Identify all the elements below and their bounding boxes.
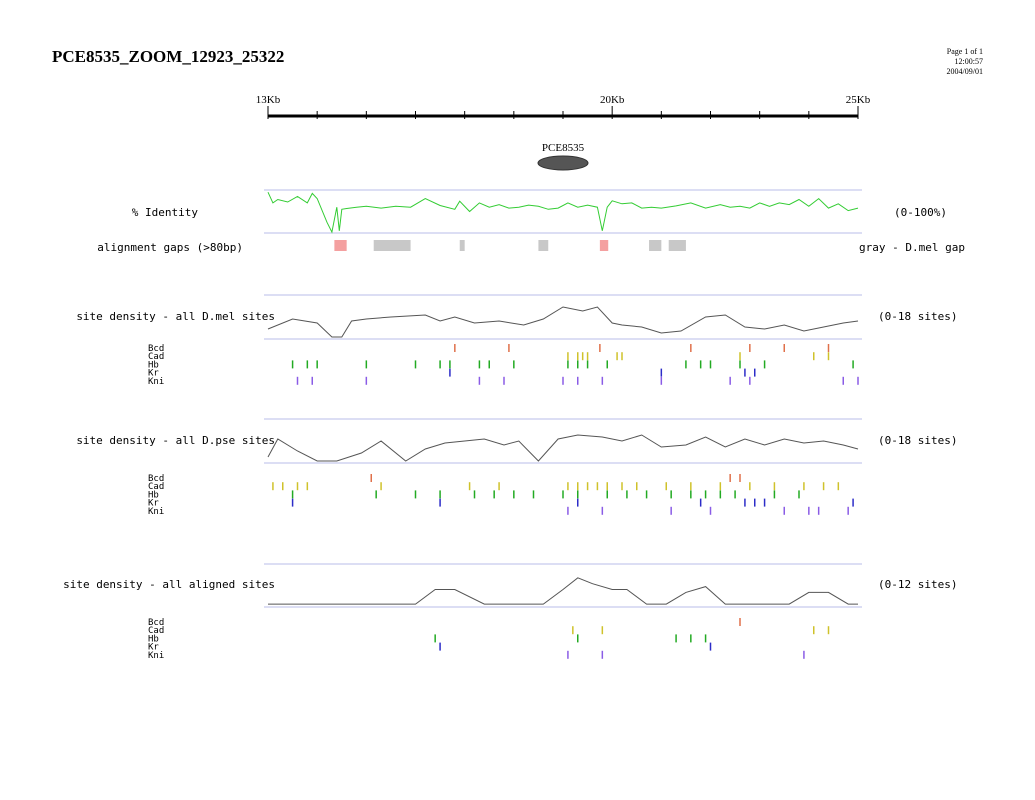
gap-block	[649, 240, 662, 251]
gaps-legend-label: gray - D.mel gap	[859, 241, 965, 254]
identity-track-label: % Identity	[132, 206, 199, 219]
factor-label: Bcd	[148, 344, 164, 354]
density-track-label: site density - all D.pse sites	[76, 434, 275, 447]
factor-label: Kni	[148, 651, 164, 661]
density-line	[267, 306, 859, 338]
factor-label: Kni	[148, 377, 164, 387]
factor-label: Hb	[148, 490, 159, 500]
density-range-label: (0-12 sites)	[878, 578, 957, 591]
factor-label: Bcd	[148, 618, 164, 628]
factor-label: Hb	[148, 360, 159, 370]
density-track-label: site density - all D.mel sites	[76, 310, 275, 323]
gap-block	[459, 240, 465, 251]
factor-label: Hb	[148, 634, 159, 644]
ruler-tick-label: 20Kb	[600, 94, 625, 106]
ruler-tick-label: 13Kb	[256, 94, 281, 106]
gap-block	[599, 240, 609, 251]
factor-label: Kr	[148, 643, 159, 653]
feature-marker	[537, 155, 589, 171]
density-range-label: (0-18 sites)	[878, 310, 957, 323]
identity-line	[267, 191, 859, 234]
gap-block	[334, 240, 347, 251]
ruler-tick-label: 25Kb	[846, 94, 871, 106]
identity-range-label: (0-100%)	[894, 206, 947, 219]
print-time: 12:00:57	[954, 57, 983, 66]
gaps-track-label: alignment gaps (>80bp)	[97, 241, 243, 254]
gap-block	[538, 240, 549, 251]
density-line	[268, 577, 858, 605]
page-title: PCE8535_ZOOM_12923_25322	[52, 47, 285, 66]
print-date: 2004/09/01	[946, 67, 983, 76]
gap-block	[668, 240, 686, 251]
factor-label: Bcd	[148, 474, 164, 484]
page-number: Page 1 of 1	[946, 47, 983, 56]
page-info: Page 1 of 1 12:00:57 2004/09/01	[947, 47, 983, 77]
factor-label: Cad	[148, 482, 164, 492]
factor-label: Kr	[148, 369, 159, 379]
factor-label: Cad	[148, 352, 164, 362]
density-line	[267, 434, 859, 462]
factor-label: Cad	[148, 626, 164, 636]
density-track-label: site density - all aligned sites	[63, 578, 275, 591]
factor-label: Kr	[148, 499, 159, 509]
feature-label: PCE8535	[542, 142, 585, 154]
factor-label: Kni	[148, 507, 164, 517]
density-range-label: (0-18 sites)	[878, 434, 957, 447]
gap-block	[373, 240, 411, 251]
